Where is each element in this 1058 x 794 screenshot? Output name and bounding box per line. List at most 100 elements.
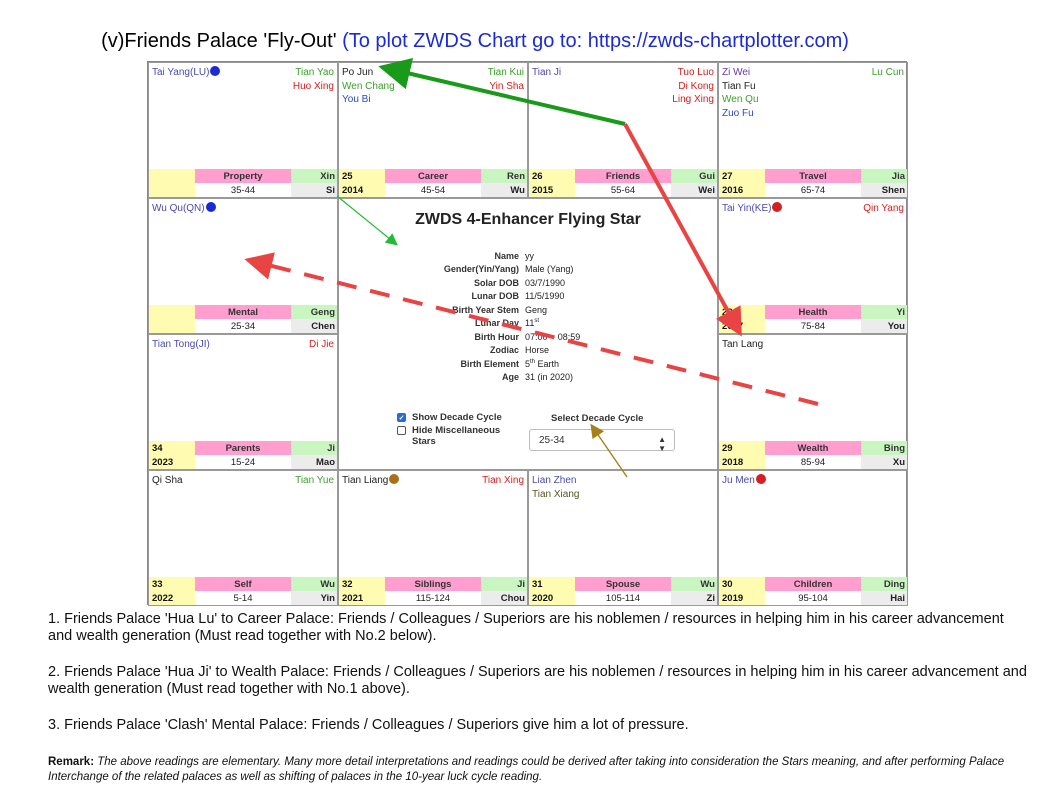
star: Tian Yue <box>295 475 334 486</box>
palace-year: 2018 <box>719 455 765 469</box>
palace-year: 2016 <box>719 183 765 197</box>
star: Tan Lang <box>722 339 764 350</box>
star: Tian Xiang <box>532 488 580 500</box>
hua-lu-dot-icon <box>210 66 221 76</box>
star: Di Kong <box>678 80 714 92</box>
palace-parents[interactable]: Tian Tong(JI) Di Jie 34 Parents Ji 2023 15-2… <box>148 334 338 470</box>
palace-property[interactable]: Tai Yang(LU) Tian Yao Huo Xing Property Xi… <box>148 62 338 198</box>
info-row: Birth Element 5th Earth <box>460 358 560 369</box>
hide-misc-checkbox[interactable] <box>397 426 406 435</box>
palace-range: 75-84 <box>765 319 861 333</box>
heading-link[interactable]: (To plot ZWDS Chart go to: https://zwds-… <box>342 30 849 52</box>
hide-misc-option[interactable]: Hide Miscellaneous Stars <box>397 425 502 447</box>
star: Tian Kui <box>487 67 524 78</box>
palace-career[interactable]: Po Jun Wen Chang You Bi Tian Kui Yin Sha 25… <box>338 62 528 198</box>
info-row: Birth Year Stem Geng <box>452 304 548 315</box>
note-2: 2. Friends Palace 'Hua Ji' to Wealth Pal… <box>48 664 1027 697</box>
palace-stem: Ren <box>481 169 527 183</box>
star: Tian Xing <box>482 475 524 486</box>
info-row: Birth Hour 07:00 ~ 08:59 <box>474 331 581 342</box>
info-row: Lunar DOB 11/5/1990 <box>471 291 565 302</box>
info-row: Age 31 (in 2020) <box>501 372 574 383</box>
palace-friends[interactable]: Tian Ji Tuo Luo Di Kong Ling Xing 26 Friend… <box>528 62 718 198</box>
star: Zuo Fu <box>722 107 754 119</box>
decade-select[interactable]: 25-34 ▲ ▼ <box>529 429 675 453</box>
palace-branch: Chen <box>291 319 337 333</box>
palace-travel[interactable]: Zi Wei Tian Fu Wen Qu Zuo Fu Lu Cun 27 Trave… <box>718 62 908 198</box>
palace-number: 28 <box>719 305 765 319</box>
heading-title: (v)Friends Palace 'Fly-Out' <box>101 30 337 52</box>
palace-stem: Wu <box>291 577 337 591</box>
palace-name: Career <box>385 169 481 183</box>
star: Zi Wei <box>722 67 751 78</box>
palace-year: 2022 <box>149 591 195 605</box>
chart-options: ✓ Show Decade Cycle Hide Miscellaneous Sta… <box>397 412 502 449</box>
palace-branch: Si <box>291 183 337 197</box>
palace-branch: Shen <box>861 183 907 197</box>
marker-dot-icon <box>755 474 766 484</box>
palace-number <box>149 169 195 183</box>
star: You Bi <box>342 94 371 105</box>
info-row: Name yy <box>494 250 534 261</box>
palace-name: Mental <box>195 305 291 319</box>
note-3: 3. Friends Palace 'Clash' Mental Palace:… <box>48 717 689 733</box>
notes: 1. Friends Palace 'Hua Lu' to Career Pal… <box>48 611 1028 753</box>
center-title: ZWDS 4-Enhancer Flying Star <box>415 211 641 228</box>
palace-year: 2015 <box>529 183 575 197</box>
remark: Remark: The above readings are elementar… <box>48 755 1033 785</box>
palace-number: 26 <box>529 169 575 183</box>
palace-name: Property <box>195 169 291 183</box>
star: Wen Qu <box>722 94 759 105</box>
palace-branch: Zi <box>671 591 717 605</box>
star: Tian Tong(JI) <box>152 339 210 350</box>
star: Tian Ji <box>532 67 562 78</box>
palace-year: 2017 <box>719 319 765 333</box>
palace-wealth[interactable]: Tan Lang 29 Wealth Bing 2018 85-94 Xu <box>718 334 908 470</box>
star: Wu Qu(QN) <box>152 202 216 216</box>
palace-range: 115-124 <box>385 591 481 605</box>
palace-mental[interactable]: Wu Qu(QN) Mental Geng 25-34 Chen <box>148 198 338 334</box>
info-row: Gender(Yin/Yang) Male (Yang) <box>443 264 574 275</box>
show-decade-option[interactable]: ✓ Show Decade Cycle <box>397 412 502 423</box>
palace-health[interactable]: Tai Yin(KE) Qin Yang 28 Health Yi 2017 75-84… <box>718 198 908 334</box>
palace-name: Siblings <box>385 577 481 591</box>
marker-dot-icon <box>389 474 400 484</box>
star: Tai Yang(LU) <box>152 66 221 80</box>
palace-spouse[interactable]: Lian Zhen Tian Xiang 31 Spouse Wu 2020 105-11… <box>528 470 718 606</box>
palace-siblings[interactable]: Tian Liang Tian Xing 32 Siblings Ji 2021 115… <box>338 470 528 606</box>
select-decade-label: Select Decade Cycle <box>551 413 644 424</box>
show-decade-checkbox[interactable]: ✓ <box>397 413 406 422</box>
remark-label: Remark: <box>48 756 95 768</box>
palace-branch: You <box>861 319 907 333</box>
palace-number: 25 <box>339 169 385 183</box>
palace-number: 27 <box>719 169 765 183</box>
palace-stem: Jia <box>861 169 907 183</box>
palace-branch: Wei <box>671 183 717 197</box>
palace-name: Parents <box>195 441 291 455</box>
hua-ke-dot-icon <box>772 202 783 212</box>
palace-children[interactable]: Ju Men 30 Children Ding 2019 95-104 Hai <box>718 470 908 606</box>
info-row: Lunar Day 11st <box>474 318 540 329</box>
star: Di Jie <box>308 339 334 350</box>
palace-name: Self <box>195 577 291 591</box>
palace-stem: Gui <box>671 169 717 183</box>
info-row: Solar DOB 03/7/1990 <box>473 277 566 288</box>
palace-self[interactable]: Qi Sha Tian Yue 33 Self Wu 2022 5-14 Yin <box>148 470 338 606</box>
palace-number: 34 <box>149 441 195 455</box>
palace-name: Spouse <box>575 577 671 591</box>
palace-year: 2014 <box>339 183 385 197</box>
star: Tuo Luo <box>677 67 714 78</box>
palace-year <box>149 319 195 333</box>
palace-number: 31 <box>529 577 575 591</box>
palace-name: Travel <box>765 169 861 183</box>
star: Huo Xing <box>292 80 334 92</box>
select-caret-icon: ▲ ▼ <box>658 435 666 453</box>
star: Tian Liang <box>342 474 400 488</box>
palace-range: 55-64 <box>575 183 671 197</box>
palace-stem: Xin <box>291 169 337 183</box>
palace-branch: Chou <box>481 591 527 605</box>
star: Tian Yao <box>295 67 334 78</box>
palace-stem: Bing <box>861 441 907 455</box>
palace-range: 65-74 <box>765 183 861 197</box>
palace-number: 30 <box>719 577 765 591</box>
